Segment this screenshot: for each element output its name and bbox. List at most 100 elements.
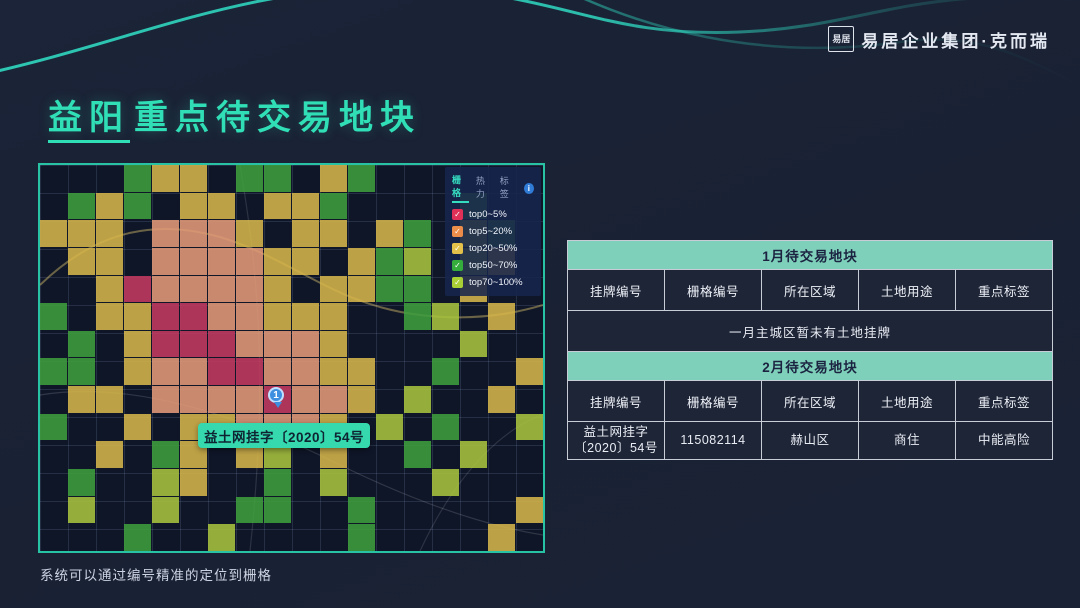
grid-cell	[68, 358, 95, 386]
grid-cell	[264, 165, 291, 192]
table-1: 1月待交易地块 挂牌编号 栅格编号 所在区域 土地用途 重点标签 一月主城区暂未有土地挂牌	[568, 241, 1052, 351]
legend-tab-热力[interactable]: 热力	[475, 176, 485, 199]
grid-cell	[180, 330, 207, 358]
grid-cell	[208, 524, 235, 551]
grid-cell	[348, 496, 375, 524]
grid-cell	[320, 275, 347, 303]
grid-cell	[152, 165, 179, 192]
column-header: 挂牌编号	[589, 284, 642, 299]
grid-cell	[40, 303, 67, 330]
grid-cell	[40, 331, 67, 358]
grid-cell	[320, 386, 347, 413]
grid-cell	[40, 220, 67, 247]
grid-cell	[96, 497, 123, 524]
grid-cell	[404, 275, 431, 303]
grid-cell	[460, 469, 487, 496]
legend-color-swatch: ✓	[452, 260, 463, 271]
grid-cell	[124, 413, 151, 441]
legend-item-label: top20~50%	[469, 243, 518, 254]
grid-cell	[292, 497, 319, 524]
grid-cell	[488, 358, 515, 385]
grid-cell	[96, 469, 123, 496]
grid-cell	[180, 192, 207, 220]
grid-cell	[68, 386, 95, 413]
grid-cell	[320, 192, 347, 220]
grid-cell	[236, 358, 263, 386]
legend-item-label: top5~20%	[469, 226, 513, 237]
legend-tab-标签[interactable]: 标签	[499, 176, 509, 199]
legend-info-icon[interactable]: i	[523, 182, 534, 194]
grid-cell	[40, 497, 67, 524]
grid-cell	[264, 220, 291, 247]
grid-cell	[236, 524, 263, 551]
grid-cell	[68, 330, 95, 358]
column-header: 挂牌编号	[589, 395, 642, 410]
grid-cell	[404, 497, 431, 524]
grid-cell	[404, 386, 431, 413]
grid-cell	[348, 524, 375, 551]
grid-cell	[376, 441, 403, 468]
grid-cell	[432, 469, 459, 496]
grid-cell	[320, 248, 347, 275]
grid-cell	[40, 469, 67, 496]
grid-cell	[68, 469, 95, 496]
grid-cell	[180, 524, 207, 551]
grid-cell	[376, 524, 403, 551]
table-cell: 商住	[858, 422, 955, 460]
grid-cell	[124, 220, 151, 247]
grid-cell	[264, 469, 291, 496]
grid-cell	[320, 220, 347, 247]
map-marker-pin[interactable]: 1	[268, 387, 284, 408]
grid-cell	[292, 220, 319, 247]
grid-cell	[264, 275, 291, 303]
grid-cell	[40, 165, 67, 192]
company-logo: 易居 易居企业集团·克而瑞	[828, 26, 1050, 52]
grid-cell	[124, 358, 151, 386]
grid-cell	[320, 303, 347, 330]
grid-cell	[404, 193, 431, 220]
footnote-text: 系统可以通过编号精准的定位到栅格	[40, 568, 272, 583]
table-row: 益土网挂字〔2020〕54号 115082114 赫山区 商住 中能高险	[568, 421, 1052, 460]
grid-cell	[208, 165, 235, 192]
column-header: 栅格编号	[664, 381, 761, 421]
grid-cell	[460, 497, 487, 524]
grid-cell	[432, 524, 459, 551]
table-cell: 中能高险	[955, 422, 1052, 460]
grid-cell	[460, 414, 487, 441]
grid-cell	[404, 303, 431, 330]
grid-cell	[180, 275, 207, 303]
grid-cell	[96, 358, 123, 385]
grid-cell	[152, 247, 179, 275]
grid-cell	[320, 497, 347, 524]
grid-cell	[40, 248, 67, 275]
legend-item-label: top50~70%	[469, 260, 518, 271]
legend-color-swatch: ✓	[452, 209, 463, 220]
legend-color-swatch: ✓	[452, 243, 463, 254]
grid-cell	[460, 386, 487, 413]
grid-cell	[516, 524, 543, 551]
grid-cell	[124, 275, 151, 303]
grid-cell	[320, 469, 347, 496]
grid-cell	[40, 413, 67, 441]
grid-cell	[516, 386, 543, 413]
grid-cell	[432, 413, 459, 441]
grid-cell	[516, 441, 543, 468]
legend-color-swatch: ✓	[452, 226, 463, 237]
grid-cell	[320, 165, 347, 192]
grid-cell	[236, 247, 263, 275]
table-cell: 赫山区	[761, 422, 858, 460]
grid-cell	[516, 496, 543, 524]
grid-cell	[264, 358, 291, 386]
grid-cell	[348, 469, 375, 496]
table-cell: 益土网挂字〔2020〕54号	[574, 425, 658, 455]
legend-item: ✓ top50~70%	[452, 260, 534, 271]
grid-cell	[180, 358, 207, 386]
grid-cell	[348, 275, 375, 303]
parcel-callout: 益土网挂字〔2020〕54号	[198, 423, 370, 448]
grid-cell	[460, 303, 487, 330]
parcel-callout-label: 益土网挂字〔2020〕54号	[203, 429, 365, 445]
grid-cell	[152, 358, 179, 386]
grid-cell	[460, 524, 487, 551]
legend-tab-栅格[interactable]: 栅格	[452, 173, 469, 203]
grid-cell	[264, 192, 291, 220]
